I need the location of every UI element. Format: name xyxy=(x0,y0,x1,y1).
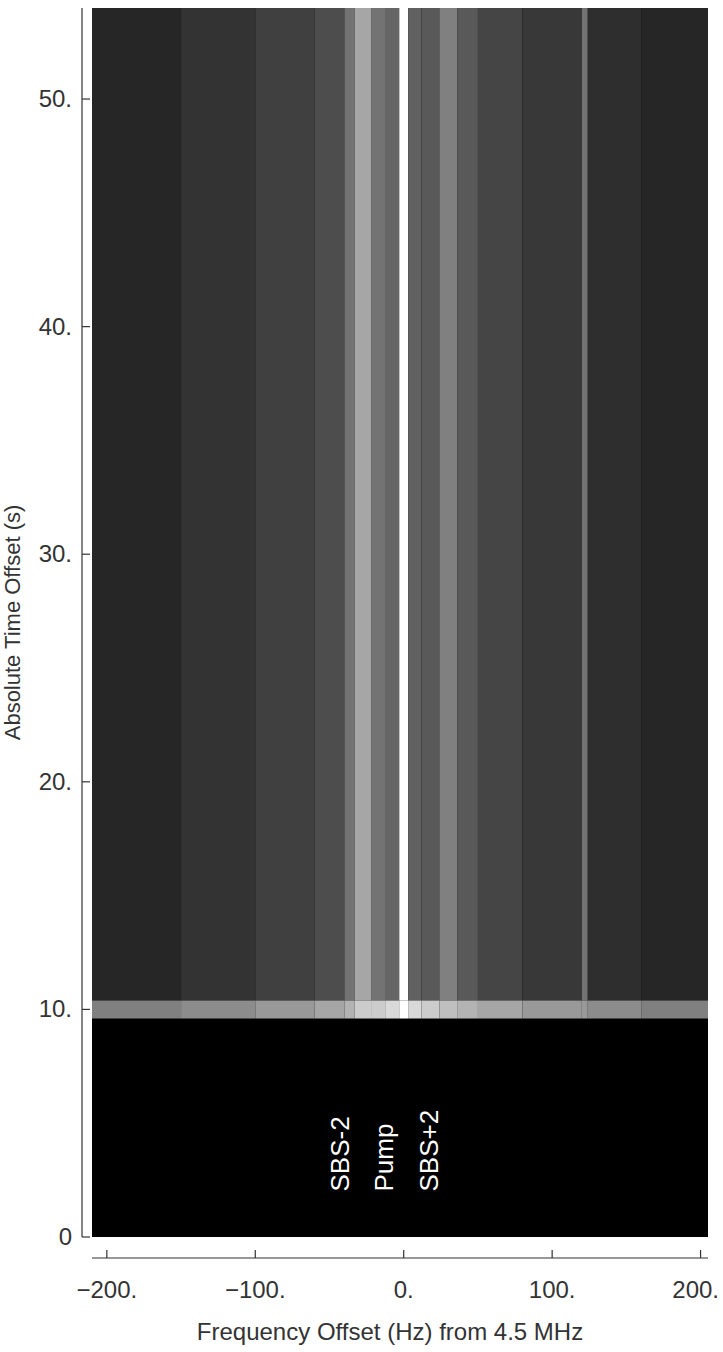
heatmap-cell xyxy=(355,8,371,1000)
heatmap-cell xyxy=(522,8,581,1000)
heatmap-cell xyxy=(582,1019,588,1237)
heatmap-cell xyxy=(422,8,440,1000)
annotation: SBS-2 xyxy=(325,1116,355,1191)
heatmap-cell xyxy=(92,8,181,1000)
heatmap-cell xyxy=(522,1019,581,1237)
heatmap-cell xyxy=(478,8,523,1000)
heatmap-cell xyxy=(457,8,478,1000)
x-tick-label: 0. xyxy=(394,1276,414,1303)
y-tick xyxy=(82,1236,90,1237)
heatmap-cell xyxy=(386,8,399,1000)
heatmap-cell xyxy=(408,8,421,1000)
plot-background xyxy=(92,8,708,1237)
y-axis-line xyxy=(81,8,82,1237)
annotation: Pump xyxy=(369,1124,399,1192)
heatmap-cell xyxy=(315,8,345,1000)
heatmap-cell xyxy=(92,1019,181,1237)
heatmap-cell xyxy=(399,1019,408,1237)
heatmap-cell xyxy=(255,1019,314,1237)
heatmap-cell xyxy=(255,8,314,1000)
x-tick-label: 200. xyxy=(672,1276,719,1303)
heatmap-cell xyxy=(478,1000,523,1018)
heatmap-cell xyxy=(399,8,408,1000)
heatmap-cell xyxy=(641,1000,708,1018)
heatmap-cell xyxy=(181,1000,255,1018)
heatmap-cell xyxy=(582,1000,588,1018)
heatmap-cell xyxy=(255,1000,314,1018)
x-tick-label: −200. xyxy=(76,1276,137,1303)
heatmap-cell xyxy=(457,1000,478,1018)
y-tick-label: 30. xyxy=(39,540,72,567)
x-tick-label: 100. xyxy=(529,1276,576,1303)
y-tick-label: 20. xyxy=(39,768,72,795)
heatmap-cell xyxy=(588,1019,641,1237)
y-tick xyxy=(82,781,90,782)
annotation: SBS+2 xyxy=(414,1110,444,1192)
y-tick xyxy=(82,326,90,327)
heatmap-cell xyxy=(344,1000,354,1018)
x-tick xyxy=(255,1250,256,1258)
y-tick xyxy=(82,554,90,555)
heatmap-cell xyxy=(181,1019,255,1237)
x-tick-label: −100. xyxy=(225,1276,286,1303)
heatmap-cell xyxy=(371,8,386,1000)
y-tick-label: 0 xyxy=(59,1223,72,1250)
heatmap-cell xyxy=(588,1000,641,1018)
x-tick xyxy=(403,1250,404,1258)
heatmap-cell xyxy=(478,1019,523,1237)
heatmap-cell xyxy=(181,8,255,1000)
x-tick xyxy=(552,1250,553,1258)
heatmap-cell xyxy=(522,1000,581,1018)
y-tick-label: 10. xyxy=(39,995,72,1022)
x-tick xyxy=(700,1250,701,1258)
x-axis-title: Frequency Offset (Hz) from 4.5 MHz xyxy=(197,1318,583,1345)
heatmap-cell xyxy=(641,8,708,1000)
heatmap-cell xyxy=(344,8,354,1000)
heatmap-cell xyxy=(315,1000,345,1018)
heatmap-cell xyxy=(92,1000,181,1018)
heatmap-cell xyxy=(355,1000,371,1018)
heatmap-cell xyxy=(439,8,457,1000)
heatmap-cell xyxy=(582,8,588,1000)
x-tick xyxy=(106,1250,107,1258)
heatmap-cells xyxy=(92,8,708,1237)
chart: −200. −100. 0. 100. 200. 0 10. 20. 30. 40. 50. Freq… xyxy=(0,0,723,1352)
y-tick xyxy=(82,98,90,99)
heatmap-cell xyxy=(371,1000,386,1018)
heatmap-cell xyxy=(457,1019,478,1237)
heatmap-cell xyxy=(422,1000,440,1018)
heatmap-cell xyxy=(386,1000,399,1018)
heatmap-cell xyxy=(588,8,641,1000)
y-tick-label: 50. xyxy=(39,85,72,112)
y-tick-label: 40. xyxy=(39,313,72,340)
y-axis-title: Absolute Time Offset (s) xyxy=(0,505,25,741)
y-tick xyxy=(82,1009,90,1010)
x-axis-line xyxy=(92,1257,708,1258)
heatmap-cell xyxy=(641,1019,708,1237)
heatmap-cell xyxy=(439,1000,457,1018)
heatmap-cell xyxy=(408,1000,421,1018)
heatmap-cell xyxy=(399,1000,408,1018)
